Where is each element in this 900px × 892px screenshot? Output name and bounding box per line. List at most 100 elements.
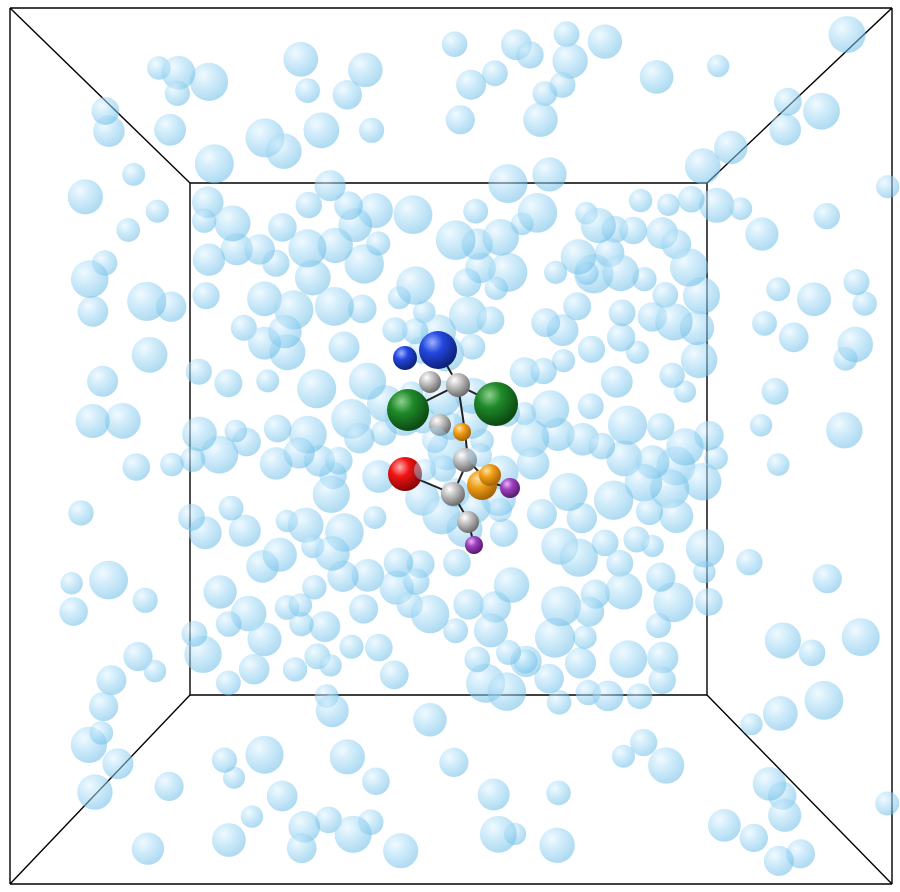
solvent-sphere bbox=[211, 747, 237, 773]
solvent-sphere bbox=[362, 460, 395, 493]
solvent-sphere bbox=[630, 728, 658, 757]
solvent-sphere bbox=[216, 670, 241, 696]
solvent-sphere bbox=[116, 218, 141, 242]
solvent-sphere bbox=[67, 179, 103, 215]
solvent-sphere bbox=[769, 113, 801, 146]
solvent-sphere bbox=[564, 647, 597, 679]
solvent-sphere bbox=[192, 282, 220, 310]
solvent-sphere bbox=[511, 419, 550, 458]
solvent-sphere bbox=[574, 596, 605, 627]
solvent-sphere bbox=[429, 455, 457, 482]
solvent-sphere bbox=[826, 412, 863, 449]
solvent-sphere bbox=[441, 31, 468, 57]
solvent-sphere bbox=[580, 207, 616, 244]
solvent-sphere bbox=[593, 480, 634, 520]
solvent-sphere bbox=[452, 268, 482, 297]
solvent-sphere bbox=[639, 60, 674, 94]
solvent-sphere bbox=[646, 562, 676, 592]
solvent-sphere bbox=[837, 326, 873, 363]
solvent-sphere bbox=[480, 815, 517, 853]
solvent-sphere bbox=[192, 208, 217, 233]
solvent-sphere bbox=[160, 452, 184, 477]
solvent-sphere bbox=[317, 227, 353, 264]
solvent-sphere bbox=[70, 260, 109, 298]
solvent-sphere bbox=[532, 157, 567, 192]
solvent-sphere bbox=[592, 680, 624, 712]
solvent-sphere bbox=[534, 663, 564, 694]
solvent-sphere bbox=[875, 791, 900, 816]
solvent-sphere bbox=[591, 529, 619, 557]
solvent-sphere bbox=[123, 641, 153, 672]
solvent-sphere bbox=[653, 582, 694, 623]
solvent-sphere bbox=[283, 41, 319, 77]
solvent-sphere bbox=[325, 446, 353, 475]
solvent-sphere bbox=[379, 660, 409, 690]
solvent-sphere bbox=[852, 291, 877, 316]
solvent-sphere bbox=[122, 453, 151, 481]
solvent-sphere bbox=[363, 506, 387, 529]
solvent-sphere bbox=[127, 281, 167, 321]
solvent-sphere bbox=[573, 625, 597, 649]
solvent-sphere bbox=[131, 832, 165, 865]
solvent-sphere bbox=[89, 691, 119, 722]
solvent-sphere bbox=[666, 428, 704, 466]
solvent-sphere bbox=[766, 453, 790, 476]
solvent-sphere bbox=[798, 639, 826, 667]
solvent-sphere bbox=[212, 823, 246, 857]
solvent-sphere bbox=[577, 393, 604, 420]
solvent-sphere bbox=[182, 416, 217, 452]
solvent-sphere bbox=[60, 572, 83, 595]
oxygen-atom bbox=[388, 457, 422, 491]
solvent-sphere bbox=[546, 780, 571, 806]
solvent-sphere bbox=[684, 148, 721, 185]
solvent-sphere bbox=[804, 680, 844, 720]
solvent-sphere bbox=[685, 529, 725, 568]
solvent-sphere bbox=[104, 403, 141, 439]
solvent-sphere bbox=[312, 475, 350, 513]
solvent-sphere bbox=[228, 514, 261, 547]
solvent-sphere bbox=[247, 281, 282, 317]
solvent-sphere bbox=[334, 815, 372, 853]
solvent-sphere bbox=[843, 269, 870, 296]
carbon-atom bbox=[419, 371, 441, 393]
solvent-sphere bbox=[329, 739, 365, 775]
solvent-sphere bbox=[268, 213, 297, 242]
solvent-sphere bbox=[77, 296, 109, 327]
solvent-sphere bbox=[673, 380, 697, 403]
solvent-sphere bbox=[459, 334, 486, 360]
solvent-sphere bbox=[552, 349, 576, 373]
solvent-sphere bbox=[526, 499, 557, 529]
solvent-sphere bbox=[813, 202, 840, 230]
solvent-sphere bbox=[143, 659, 167, 683]
solvent-sphere bbox=[468, 443, 492, 467]
carbon-atom bbox=[441, 482, 465, 506]
solvent-sphere bbox=[349, 594, 379, 624]
solvent-sphere bbox=[365, 633, 393, 662]
solvent-sphere bbox=[214, 205, 251, 242]
solvent-sphere bbox=[347, 294, 377, 324]
solvent-sphere bbox=[131, 336, 168, 373]
solvent-sphere bbox=[302, 575, 327, 600]
solvent-sphere bbox=[203, 575, 237, 609]
solvent-sphere bbox=[587, 24, 623, 59]
solvent-sphere bbox=[657, 193, 680, 216]
solvent-sphere bbox=[828, 16, 866, 53]
solvent-sphere bbox=[443, 548, 471, 577]
phosphorus-atom bbox=[479, 464, 501, 486]
solvent-sphere bbox=[683, 463, 722, 501]
solvent-sphere bbox=[482, 60, 508, 87]
solvent-sphere bbox=[609, 640, 648, 679]
solvent-sphere bbox=[624, 463, 663, 502]
solvent-sphere bbox=[553, 21, 580, 48]
solvent-sphere bbox=[383, 547, 414, 578]
solvent-sphere bbox=[778, 322, 809, 353]
solvent-sphere bbox=[546, 690, 572, 715]
solvent-sphere bbox=[488, 498, 512, 522]
solvent-sphere bbox=[315, 806, 342, 834]
solvent-sphere bbox=[600, 365, 633, 398]
solvent-sphere bbox=[699, 187, 735, 223]
solvent-sphere bbox=[530, 357, 557, 385]
solvent-sphere bbox=[678, 186, 705, 213]
solvent-sphere bbox=[549, 71, 576, 98]
solvent-sphere bbox=[745, 217, 779, 251]
